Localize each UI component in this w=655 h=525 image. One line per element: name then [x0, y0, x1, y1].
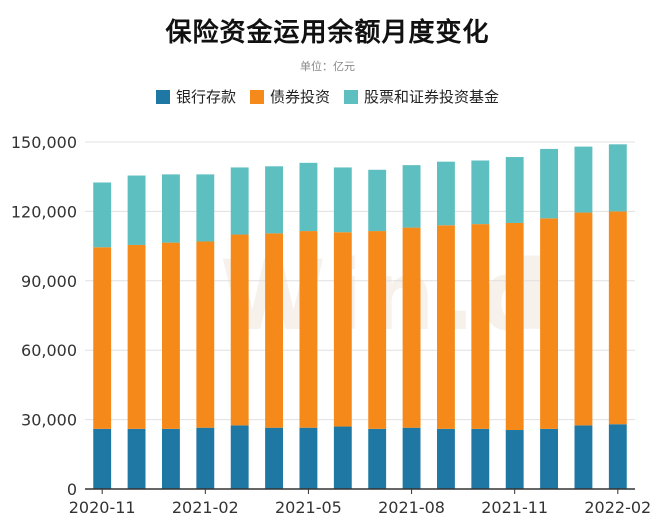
bar-segment-series-0: [505, 430, 524, 489]
bar-segment-series-2: [608, 144, 627, 212]
x-axis: 2020-11 2021-02 2021-05 2021-08 2021-11 2022-…: [69, 488, 651, 517]
bar-stack-2021-01: [162, 174, 180, 489]
bar-segment-series-1: [196, 241, 215, 428]
bar-stack-2021-07: [368, 169, 387, 489]
bar-segment-series-1: [402, 227, 421, 428]
bar-segment-series-2: [437, 161, 455, 226]
bar-segment-series-2: [402, 165, 421, 228]
bar-segment-series-1: [265, 233, 283, 428]
x-tick-label: 2021-02: [172, 498, 239, 517]
bar-stack-2021-08: [402, 165, 421, 489]
bar-segment-series-1: [230, 234, 249, 426]
bar-stack-2020-12: [127, 175, 146, 489]
legend-swatch-bond: [249, 89, 264, 104]
x-tick-label: 2020-11: [69, 498, 136, 517]
bar-segment-series-0: [574, 425, 593, 489]
bar-segment-series-1: [505, 222, 524, 431]
bar-segment-series-2: [127, 175, 146, 245]
bar-segment-series-1: [93, 247, 112, 429]
bar-segment-series-0: [333, 426, 352, 489]
bar-segment-series-0: [402, 427, 421, 489]
unit-label: 单位：亿元: [300, 60, 355, 73]
legend-item-deposit[interactable]: 银行存款: [155, 86, 236, 107]
y-tick-label: 30,000: [21, 411, 77, 430]
bar-segment-series-2: [196, 174, 215, 242]
bar-stack-2021-02: [196, 174, 215, 489]
legend: 银行存款 债券投资 股票和证券投资基金: [0, 86, 655, 107]
bar-stack-2021-09: [437, 161, 455, 489]
bar-segment-series-0: [196, 427, 215, 489]
bar-segment-series-2: [299, 162, 318, 232]
bar-segment-series-2: [162, 174, 180, 243]
bar-segment-series-1: [162, 242, 180, 429]
bar-segment-series-2: [505, 157, 524, 223]
bar-segment-series-2: [368, 169, 387, 232]
bar-stack-2021-11: [505, 157, 524, 489]
bar-stack-2022-02: [608, 144, 627, 489]
bar-segment-series-0: [265, 427, 283, 489]
y-tick-label: 60,000: [21, 341, 77, 360]
bar-segment-series-0: [162, 428, 180, 489]
bar-stack-2021-10: [471, 160, 490, 489]
bar-stack-2021-05: [299, 162, 318, 489]
y-tick-label: 0: [67, 480, 77, 499]
y-tick-label: 90,000: [21, 272, 77, 291]
bar-segment-series-1: [574, 212, 593, 426]
bar-segment-series-2: [333, 167, 352, 233]
bar-segment-series-0: [93, 428, 112, 489]
bar-segment-series-1: [540, 218, 558, 429]
bar-segment-series-1: [368, 231, 387, 429]
legend-label-deposit: 银行存款: [175, 88, 236, 106]
bar-stack-2021-04: [265, 166, 283, 489]
bar-segment-series-0: [368, 428, 387, 489]
bar-groups: [93, 144, 627, 489]
bar-segment-series-0: [299, 427, 318, 489]
bar-segment-series-1: [299, 231, 318, 428]
legend-label-bond: 债券投资: [269, 88, 330, 106]
x-tick-label: 2021-05: [275, 498, 342, 517]
bar-segment-series-2: [471, 160, 490, 225]
bar-segment-series-0: [471, 428, 490, 489]
bar-stack-2020-11: [93, 182, 112, 489]
bar-segment-series-1: [333, 232, 352, 427]
bar-segment-series-2: [93, 182, 112, 248]
y-tick-label: 120,000: [11, 202, 77, 221]
bar-stack-2021-03: [230, 167, 249, 489]
bar-segment-series-2: [540, 148, 558, 219]
bar-segment-series-1: [437, 225, 455, 429]
bar-segment-series-2: [574, 146, 593, 213]
bar-segment-series-1: [127, 244, 146, 429]
bar-stack-2021-12: [540, 148, 558, 489]
y-tick-label: 150,000: [11, 133, 77, 152]
bar-stack-2022-01: [574, 146, 593, 489]
legend-swatch-deposit: [155, 89, 170, 104]
legend-swatch-stock-fund: [344, 89, 358, 104]
bar-segment-series-2: [230, 167, 249, 235]
bar-segment-series-0: [230, 425, 249, 489]
bar-segment-series-2: [265, 166, 283, 234]
legend-item-stock-fund[interactable]: 股票和证券投资基金: [344, 86, 499, 107]
bar-segment-series-0: [437, 428, 455, 489]
x-tick-label: 2021-11: [481, 498, 548, 517]
y-axis: 0 30,000 60,000 90,000 120,000 150,000: [11, 133, 77, 499]
chart-title: 保险资金运用余额月度变化: [165, 18, 490, 48]
bar-segment-series-1: [471, 224, 490, 429]
legend-label-stock-fund: 股票和证券投资基金: [364, 88, 500, 106]
bar-segment-series-0: [608, 424, 627, 489]
bar-segment-series-1: [608, 211, 627, 425]
x-tick-label: 2022-02: [584, 498, 651, 517]
legend-item-bond[interactable]: 债券投资: [249, 86, 330, 107]
bar-segment-series-0: [127, 428, 146, 489]
bar-segment-series-0: [540, 428, 558, 489]
bar-stack-2021-06: [333, 167, 352, 489]
x-tick-label: 2021-08: [378, 498, 445, 517]
